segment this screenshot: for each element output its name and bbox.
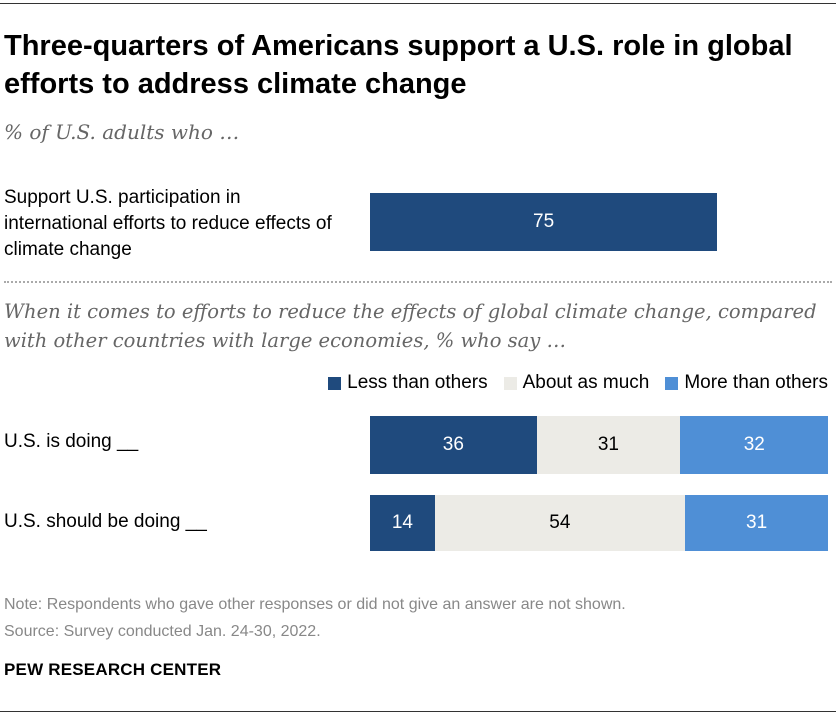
stacked-bar-should: 14 54 31 (370, 495, 830, 551)
chart-legend: Less than others About as much More than o… (312, 372, 828, 394)
bar-value-label: 36 (442, 434, 464, 455)
chart-title: Three-quarters of Americans support a U.… (4, 30, 793, 100)
bar-value-label: 14 (391, 512, 413, 533)
legend-label-about: About as much (522, 372, 650, 393)
bar-value-label: 32 (743, 434, 765, 455)
support-bar-track: 75 (370, 193, 830, 251)
stacked-bar-doing: 36 31 32 (370, 416, 830, 474)
bar-segment-less: 36 (370, 416, 537, 474)
bar-segment-more: 32 (680, 416, 829, 474)
legend-item-about: About as much (503, 372, 650, 394)
legend-item-more: More than others (665, 372, 828, 394)
chart-subtitle: % of U.S. adults who … (4, 120, 240, 144)
bar-segment-about: 54 (434, 495, 685, 551)
section-divider (4, 281, 832, 283)
legend-label-less: Less than others (347, 372, 488, 393)
bar-value-label: 31 (746, 512, 768, 533)
legend-swatch-less (328, 376, 342, 390)
legend-swatch-more (665, 376, 679, 390)
support-bar-value-label: 75 (533, 211, 555, 232)
top-rule (0, 3, 836, 4)
bar-segment-about: 31 (536, 416, 681, 474)
support-bar: 75 (370, 193, 718, 251)
bottom-rule (0, 711, 836, 712)
row-label-doing: U.S. is doing __ (4, 431, 139, 452)
support-row-label: Support U.S. participation in internatio… (4, 187, 332, 260)
row-label-should: U.S. should be doing __ (4, 511, 207, 532)
bar-value-label: 54 (549, 512, 571, 533)
bar-segment-less: 14 (370, 495, 435, 551)
legend-label-more: More than others (684, 372, 828, 393)
legend-item-less: Less than others (328, 372, 488, 394)
chart-note: Note: Respondents who gave other respons… (4, 596, 626, 613)
legend-swatch-about (503, 376, 517, 390)
brand-logo-text: PEW RESEARCH CENTER (4, 660, 222, 679)
chart-source: Source: Survey conducted Jan. 24-30, 202… (4, 623, 321, 640)
question-text: When it comes to efforts to reduce the e… (4, 300, 817, 352)
bar-value-label: 31 (597, 434, 619, 455)
bar-segment-more: 31 (684, 495, 829, 551)
